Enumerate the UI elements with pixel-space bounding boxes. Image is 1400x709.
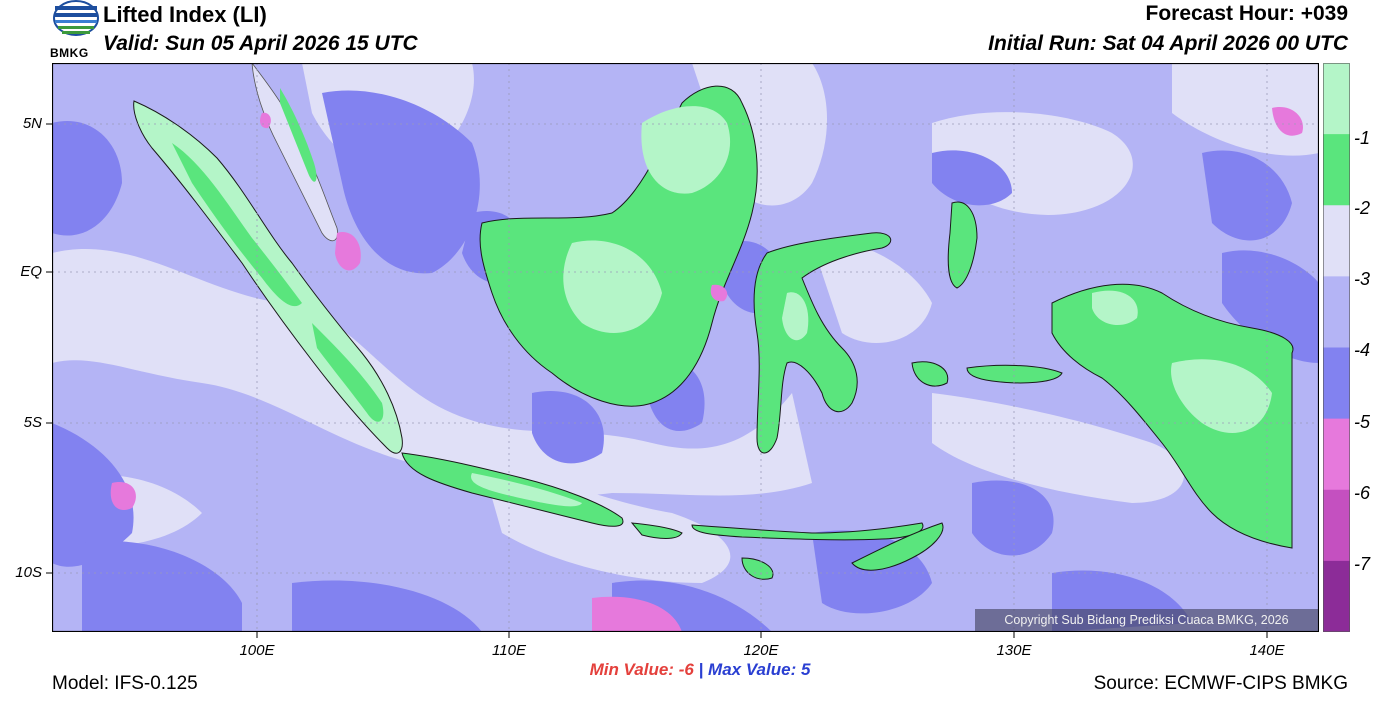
map-frame [52, 63, 1319, 632]
colorbar [1323, 63, 1350, 632]
min-label: Min Value: [589, 660, 674, 679]
min-max-values: Min Value: -6 | Max Value: 5 [0, 660, 1400, 680]
colorbar-label-minus2: -2 [1354, 198, 1371, 218]
colorbar-segment [1323, 418, 1350, 491]
land-sumatra-green [172, 143, 384, 422]
colorbar-segment [1323, 134, 1350, 206]
initial-run: Initial Run: Sat 04 April 2026 00 UTC [988, 32, 1348, 55]
model-name: Model: IFS-0.125 [52, 673, 198, 694]
colorbar-label-minus1: -1 [1354, 128, 1371, 148]
lon-label-140e: 140E [1249, 642, 1285, 659]
colorbar-segment [1323, 489, 1350, 562]
land-sulawesi [753, 232, 892, 454]
colorbar-segment [1323, 276, 1350, 349]
colorbar-label-minus3: -3 [1354, 269, 1371, 289]
colorbar-label-minus6: -6 [1354, 483, 1371, 503]
colorbar-segment [1323, 347, 1350, 420]
map-title: Lifted Index (LI) [103, 2, 267, 27]
land-maluku [911, 201, 1063, 387]
lifted-index-map [52, 63, 1319, 632]
land-papua-light [1092, 290, 1272, 433]
lon-label-120e: 120E [743, 642, 779, 659]
axis-ticks [46, 123, 1268, 638]
lat-label-5s: 5S [23, 414, 42, 431]
logo-text: BMKG [50, 46, 89, 60]
colorbar-segment [1323, 205, 1350, 277]
lon-label-110e: 110E [492, 642, 526, 659]
colorbar-segment [1323, 560, 1350, 632]
lon-label-130e: 130E [996, 642, 1032, 659]
max-label: Max Value: [708, 660, 797, 679]
lon-label-100e: 100E [239, 642, 275, 659]
value-separator: | [698, 660, 704, 679]
forecast-hour: Forecast Hour: +039 [1145, 2, 1349, 25]
colorbar-label-minus5: -5 [1354, 412, 1371, 432]
bmkg-logo [52, 0, 100, 62]
land-sulawesi-light [782, 292, 809, 341]
colorbar-label-minus4: -4 [1354, 340, 1371, 360]
min-value: -6 [678, 660, 694, 679]
land-papua [1051, 283, 1294, 549]
colorbar-segment [1323, 63, 1350, 135]
colorbar-label-minus7: -7 [1354, 554, 1371, 574]
land-java-light [471, 473, 582, 507]
lat-label-5n: 5N [22, 115, 42, 132]
graticule [52, 63, 1319, 632]
lat-label-eq: EQ [20, 263, 42, 280]
land-malaya-green [280, 88, 317, 182]
valid-time: Valid: Sun 05 April 2026 15 UTC [103, 32, 418, 55]
field-light-zones [52, 63, 1319, 583]
data-source: Source: ECMWF-CIPS BMKG [1093, 673, 1348, 694]
land-borneo-light [563, 106, 731, 333]
copyright-text: Copyright Sub Bidang Prediksi Cuaca BMKG… [975, 609, 1318, 631]
max-value: 5 [800, 660, 811, 679]
lat-label-10s: 10S [15, 564, 42, 581]
